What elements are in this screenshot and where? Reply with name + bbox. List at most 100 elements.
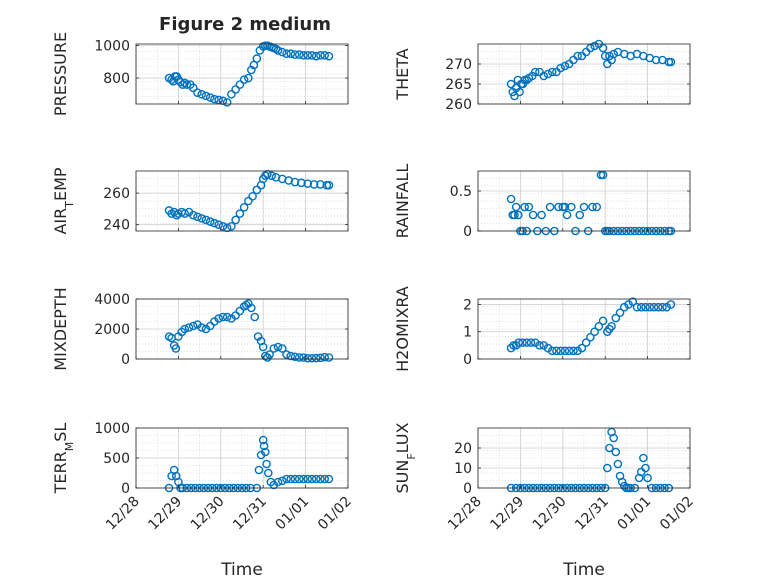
- data-point: [258, 435, 268, 445]
- y-tick-label: 1: [463, 325, 472, 341]
- data-point: [222, 312, 232, 322]
- data-point: [267, 171, 276, 181]
- data-point: [299, 51, 308, 60]
- data-point: [235, 306, 245, 316]
- data-point: [511, 202, 521, 212]
- data-point: [303, 474, 313, 484]
- subplot-4: 0 0.5 RAINFALL: [393, 164, 691, 240]
- data-point: [188, 210, 198, 220]
- data-point: [615, 308, 625, 317]
- data-point: [324, 51, 334, 61]
- data-point: [269, 344, 279, 353]
- data-point: [171, 344, 181, 353]
- data-point: [218, 312, 228, 322]
- data-point: [513, 210, 523, 220]
- data-point: [299, 474, 308, 484]
- data-point: [579, 202, 589, 212]
- data-point: [197, 214, 207, 223]
- data-point: [522, 75, 532, 85]
- data-point: [309, 180, 319, 189]
- y-tick-label: 0: [121, 352, 130, 368]
- data-point: [628, 297, 638, 307]
- data-point: [510, 210, 519, 220]
- data-point: [547, 67, 557, 77]
- y-tick-label: 0: [463, 352, 472, 368]
- data-point: [290, 177, 300, 187]
- y-tick-label: 800: [103, 71, 130, 87]
- data-point: [666, 57, 676, 67]
- data-point: [282, 49, 291, 59]
- data-point: [530, 67, 540, 77]
- data-point: [180, 209, 190, 218]
- data-point: [524, 202, 534, 212]
- data-point: [528, 210, 538, 220]
- data-point: [259, 441, 269, 451]
- data-point: [303, 179, 313, 188]
- data-series: [506, 39, 676, 101]
- data-point: [252, 185, 262, 195]
- data-point: [235, 80, 245, 89]
- y-tick-label: 260: [445, 97, 472, 113]
- data-point: [662, 302, 671, 312]
- data-point: [613, 459, 623, 469]
- data-point: [247, 303, 256, 313]
- y-tick-label: 2000: [94, 322, 130, 338]
- data-point: [218, 221, 228, 231]
- y-axis-label: THETA: [393, 48, 412, 100]
- data-point: [619, 302, 629, 312]
- data-point: [573, 51, 582, 61]
- data-point: [205, 217, 215, 226]
- data-point: [552, 346, 561, 356]
- data-point: [603, 463, 612, 473]
- data-point: [522, 338, 532, 347]
- data-point: [222, 223, 232, 233]
- subplot-1: 800 1000 PRESSURE: [51, 32, 349, 116]
- y-tick-label: 0: [463, 481, 472, 497]
- data-point: [611, 447, 621, 457]
- data-point: [609, 433, 618, 443]
- data-point: [316, 51, 325, 60]
- data-point: [239, 203, 249, 212]
- data-point: [624, 300, 633, 309]
- data-point: [543, 343, 553, 353]
- data-point: [641, 302, 650, 312]
- data-series: [506, 297, 676, 356]
- data-point: [605, 443, 614, 453]
- data-point: [244, 73, 253, 83]
- data-point: [590, 41, 599, 51]
- data-point: [535, 341, 544, 350]
- data-point: [282, 474, 291, 484]
- data-point: [252, 54, 262, 63]
- x-axis-label: Time: [562, 560, 605, 580]
- data-point: [205, 321, 215, 331]
- y-axis-label: H2OMIXRA: [393, 286, 412, 372]
- data-point: [539, 71, 549, 81]
- data-point: [210, 218, 219, 228]
- data-point: [286, 49, 296, 59]
- y-tick-label: 0: [463, 224, 472, 240]
- data-point: [590, 327, 599, 337]
- data-point: [261, 351, 270, 361]
- data-point: [653, 302, 663, 312]
- data-point: [303, 51, 313, 60]
- data-point: [324, 180, 334, 190]
- data-point: [294, 50, 304, 59]
- y-tick-label: 20: [454, 441, 472, 457]
- figure-title: Figure 2 medium: [159, 14, 331, 35]
- data-point: [320, 474, 329, 484]
- y-axis-label: MIXDEPTH: [51, 287, 70, 370]
- data-point: [607, 321, 616, 331]
- data-point: [193, 212, 202, 222]
- data-point: [547, 346, 557, 356]
- data-point: [573, 346, 582, 356]
- data-point: [636, 302, 646, 312]
- data-point: [235, 209, 245, 218]
- data-point: [307, 353, 317, 363]
- data-point: [307, 474, 317, 484]
- axes-box: [477, 170, 691, 232]
- axes-box: [477, 43, 691, 105]
- grid: [477, 44, 691, 105]
- data-point: [632, 302, 642, 312]
- data-point: [539, 341, 549, 350]
